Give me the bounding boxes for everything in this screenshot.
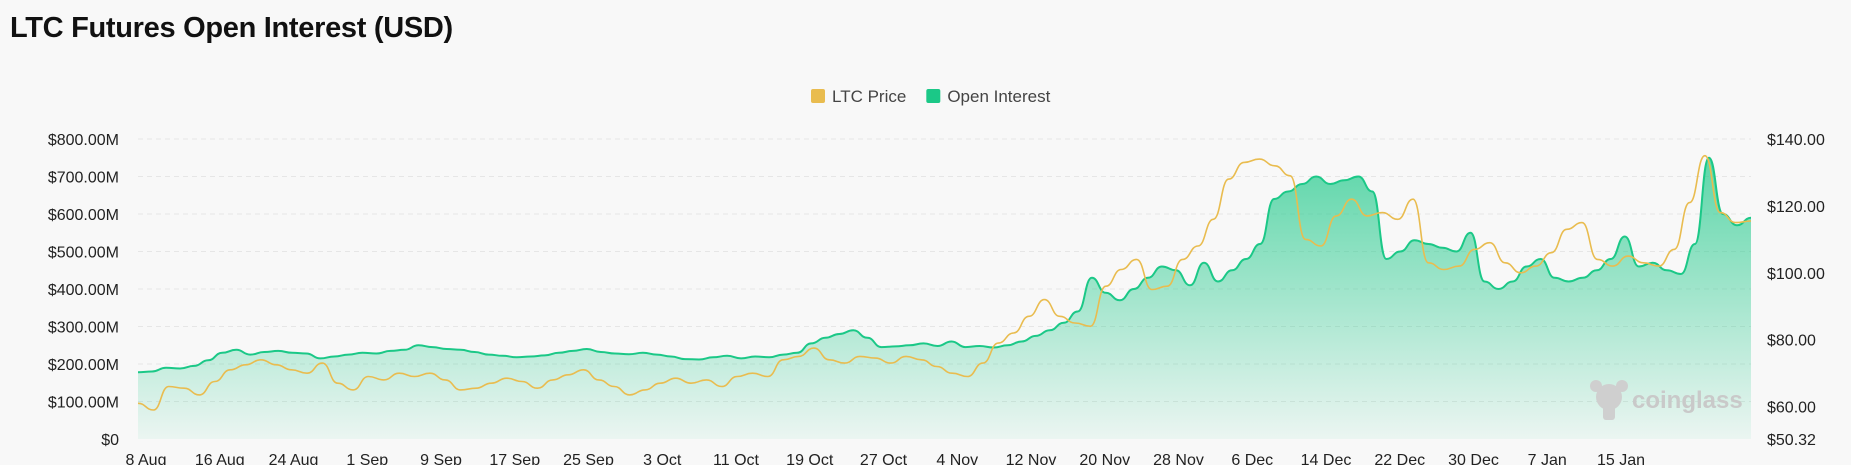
x-tick-label: 11 Oct	[713, 452, 760, 465]
open-interest-area	[138, 157, 1751, 440]
x-tick-label: 16 Aug	[195, 452, 245, 465]
legend-label: LTC Price	[832, 87, 906, 106]
left-tick-label: $0	[101, 432, 119, 449]
left-tick-label: $600.00M	[48, 207, 119, 224]
x-tick-label: 6 Dec	[1231, 452, 1273, 465]
coinglass-watermark: coinglass	[1590, 380, 1743, 420]
x-tick-label: 27 Oct	[860, 452, 908, 465]
x-tick-label: 14 Dec	[1301, 452, 1352, 465]
left-tick-label: $200.00M	[48, 357, 119, 374]
left-tick-label: $300.00M	[48, 320, 119, 337]
legend-item-open-interest[interactable]: Open Interest	[926, 87, 1051, 106]
left-tick-label: $800.00M	[48, 132, 119, 149]
x-tick-label: 28 Nov	[1153, 452, 1204, 465]
legend: LTC Price Open Interest	[811, 87, 1051, 106]
chart-title: LTC Futures Open Interest (USD)	[10, 12, 453, 44]
x-tick-label: 9 Sep	[420, 452, 462, 465]
x-tick-label: 15 Jan	[1597, 452, 1645, 465]
left-axis: $0 $100.00M $200.00M $300.00M $400.00M $500.0…	[48, 132, 119, 449]
left-tick-label: $400.00M	[48, 282, 119, 299]
x-tick-label: 24 Aug	[269, 452, 319, 465]
right-tick-label: $60.00	[1767, 400, 1816, 417]
right-tick-label: $100.00	[1767, 266, 1825, 283]
legend-swatch	[811, 89, 825, 103]
x-axis: 8 Aug 16 Aug 24 Aug 1 Sep 9 Sep 17 Sep 25 Sep 3…	[126, 452, 1645, 465]
legend-swatch	[926, 89, 941, 103]
right-tick-label: $80.00	[1767, 333, 1816, 350]
watermark-text: coinglass	[1632, 387, 1743, 414]
left-tick-label: $500.00M	[48, 245, 119, 262]
legend-item-ltc-price[interactable]: LTC Price	[811, 87, 906, 106]
x-tick-label: 4 Nov	[936, 452, 978, 465]
x-tick-label: 12 Nov	[1006, 452, 1057, 465]
legend-label: Open Interest	[947, 87, 1050, 106]
left-tick-label: $100.00M	[48, 395, 119, 412]
x-tick-label: 19 Oct	[786, 452, 834, 465]
x-tick-label: 17 Sep	[489, 452, 540, 465]
right-tick-label: $50.32	[1767, 432, 1816, 449]
coinglass-logo-icon	[1590, 380, 1628, 420]
x-tick-label: 7 Jan	[1528, 452, 1567, 465]
x-tick-label: 8 Aug	[126, 452, 167, 465]
right-tick-label: $120.00	[1767, 199, 1825, 216]
x-tick-label: 20 Nov	[1079, 452, 1130, 465]
x-tick-label: 25 Sep	[563, 452, 614, 465]
left-tick-label: $700.00M	[48, 170, 119, 187]
open-interest-line	[137, 156, 1752, 374]
x-tick-label: 30 Dec	[1448, 452, 1499, 465]
x-tick-label: 22 Dec	[1374, 452, 1425, 465]
ltc-price-line	[137, 154, 1752, 411]
right-tick-label: $140.00	[1767, 132, 1825, 149]
x-tick-label: 3 Oct	[643, 452, 682, 465]
x-tick-label: 1 Sep	[346, 452, 388, 465]
right-axis: $50.32 $60.00 $80.00 $100.00 $120.00 $140.00	[1767, 132, 1825, 449]
